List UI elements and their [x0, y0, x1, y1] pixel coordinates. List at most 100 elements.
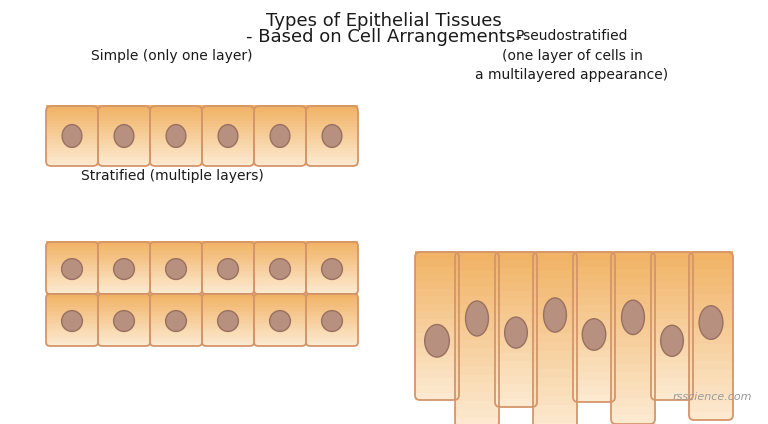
Bar — [689, 410, 733, 420]
Bar — [98, 337, 150, 341]
Bar — [415, 310, 459, 318]
Bar — [254, 257, 306, 260]
Bar — [611, 294, 655, 304]
Bar — [415, 340, 459, 348]
Bar — [415, 254, 733, 255]
Bar — [254, 141, 306, 145]
Bar — [46, 245, 358, 247]
Bar — [46, 162, 98, 166]
Bar — [455, 365, 499, 374]
Bar — [254, 280, 306, 284]
Bar — [46, 108, 98, 112]
Bar — [306, 254, 358, 258]
Bar — [415, 362, 459, 371]
Bar — [689, 251, 733, 260]
Bar — [415, 251, 733, 253]
Bar — [202, 324, 254, 328]
Bar — [46, 107, 358, 109]
Bar — [573, 349, 615, 357]
Bar — [150, 275, 202, 279]
Ellipse shape — [270, 259, 290, 279]
Ellipse shape — [544, 298, 567, 332]
Bar — [150, 132, 202, 136]
Bar — [254, 162, 306, 166]
Bar — [651, 318, 693, 326]
Bar — [46, 247, 358, 248]
Bar — [254, 324, 306, 328]
Bar — [455, 251, 499, 261]
Bar — [150, 293, 202, 297]
Bar — [150, 153, 202, 157]
Bar — [415, 377, 459, 385]
Bar — [306, 298, 358, 302]
Ellipse shape — [217, 259, 238, 279]
Bar — [495, 398, 537, 407]
Bar — [611, 406, 655, 416]
Bar — [415, 256, 733, 257]
Bar — [46, 244, 98, 247]
Bar — [573, 273, 615, 282]
Bar — [150, 332, 202, 336]
Bar — [46, 249, 98, 252]
Bar — [415, 255, 733, 256]
Ellipse shape — [218, 125, 238, 148]
Bar — [455, 391, 499, 401]
Bar — [495, 329, 537, 337]
Bar — [202, 309, 254, 312]
Bar — [46, 257, 98, 260]
Bar — [254, 306, 306, 310]
Bar — [254, 319, 306, 323]
Bar — [202, 120, 254, 124]
Ellipse shape — [61, 259, 82, 279]
Bar — [46, 283, 98, 286]
Bar — [415, 258, 459, 267]
Bar — [98, 277, 150, 281]
Bar — [306, 132, 358, 136]
Bar — [46, 309, 98, 312]
Bar — [150, 321, 202, 325]
Bar — [573, 296, 615, 304]
Bar — [306, 270, 358, 273]
Bar — [46, 254, 98, 258]
Bar — [49, 112, 359, 117]
Bar — [254, 301, 306, 304]
Bar — [254, 241, 306, 245]
Bar — [689, 360, 733, 370]
Bar — [418, 259, 734, 264]
Bar — [306, 159, 358, 163]
Bar — [495, 383, 537, 391]
Bar — [202, 296, 254, 299]
Bar — [202, 126, 254, 130]
Bar — [46, 262, 98, 265]
Bar — [611, 285, 655, 295]
Ellipse shape — [660, 325, 684, 356]
Bar — [254, 129, 306, 133]
Bar — [415, 252, 733, 253]
Bar — [306, 293, 358, 297]
Bar — [98, 132, 150, 136]
Bar — [150, 337, 202, 341]
Bar — [254, 114, 306, 118]
Bar — [46, 324, 98, 328]
Bar — [46, 321, 98, 325]
Bar — [689, 285, 733, 294]
Bar — [150, 283, 202, 286]
Bar — [202, 123, 254, 127]
Bar — [689, 268, 733, 277]
Bar — [46, 296, 98, 299]
Bar — [150, 241, 202, 245]
Bar — [651, 288, 693, 296]
Bar — [495, 321, 537, 329]
Bar — [202, 329, 254, 333]
Bar — [306, 332, 358, 336]
Bar — [98, 301, 150, 304]
Bar — [150, 147, 202, 151]
Bar — [651, 251, 693, 259]
Bar — [415, 318, 459, 326]
Bar — [150, 304, 202, 307]
Bar — [306, 123, 358, 127]
Bar — [306, 259, 358, 263]
Bar — [533, 296, 577, 306]
Bar — [495, 336, 537, 345]
Bar — [150, 144, 202, 148]
